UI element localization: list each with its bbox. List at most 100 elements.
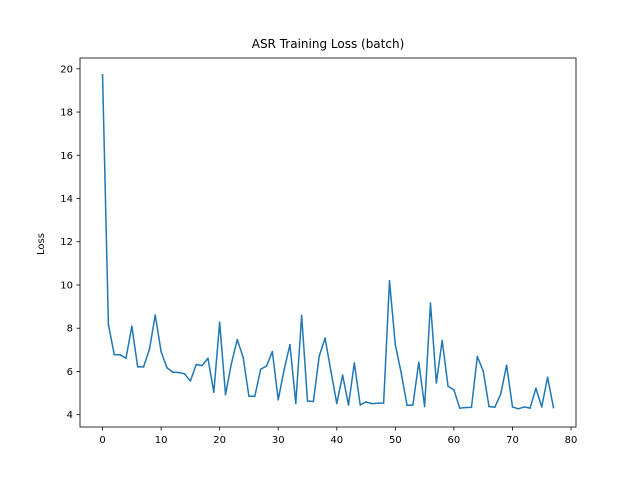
y-tick-label: 20 xyxy=(60,64,73,75)
loss-data-point xyxy=(482,370,484,372)
x-tick-label: 40 xyxy=(330,435,343,446)
loss-data-point xyxy=(218,321,221,324)
loss-data-point xyxy=(101,74,104,76)
y-tick-label: 14 xyxy=(60,194,73,205)
x-axis-ticks: 0 10 20 30 40 50 60 70 80 xyxy=(99,427,577,446)
loss-data-point xyxy=(289,343,291,346)
loss-data-point xyxy=(242,356,244,358)
loss-data-point xyxy=(400,372,403,374)
loss-data-point xyxy=(259,368,262,371)
loss-data-point xyxy=(207,357,209,360)
loss-data-point xyxy=(523,406,525,408)
x-tick-label: 20 xyxy=(213,435,226,446)
loss-data-point xyxy=(283,369,285,371)
loss-data-point xyxy=(406,404,408,407)
loss-data-point xyxy=(546,376,549,379)
loss-data-point xyxy=(435,382,438,384)
loss-data-point xyxy=(230,362,233,365)
loss-data-point xyxy=(447,385,449,388)
loss-data-point xyxy=(335,402,338,405)
y-tick-label: 4 xyxy=(67,410,73,421)
loss-data-point xyxy=(330,370,332,373)
x-tick-label: 10 xyxy=(155,435,168,446)
plot-series xyxy=(101,74,555,410)
loss-data-point xyxy=(376,402,379,405)
x-tick-label: 0 xyxy=(99,435,105,446)
loss-data-point xyxy=(154,314,157,316)
loss-data-point xyxy=(464,406,467,409)
loss-data-point xyxy=(494,406,496,408)
loss-data-point xyxy=(125,357,127,360)
loss-data-point xyxy=(359,404,362,406)
loss-data-point xyxy=(300,314,303,317)
loss-data-point xyxy=(412,404,414,406)
loss-data-point xyxy=(347,404,350,406)
y-tick-label: 10 xyxy=(60,280,73,291)
loss-data-point xyxy=(353,362,356,364)
loss-data-point xyxy=(423,405,426,408)
loss-data-point xyxy=(113,353,116,356)
loss-data-point xyxy=(131,325,133,328)
loss-data-point xyxy=(248,395,250,398)
y-axis-ticks: 4 6 8 10 12 14 16 18 20 xyxy=(60,64,80,421)
loss-data-point xyxy=(388,280,391,282)
y-tick-label: 16 xyxy=(60,151,73,162)
loss-data-point xyxy=(172,371,174,373)
loss-data-point xyxy=(236,338,239,341)
loss-data-point xyxy=(254,395,256,398)
loss-data-point xyxy=(148,348,151,351)
loss-data-point xyxy=(195,363,198,366)
y-tick-label: 6 xyxy=(67,367,73,378)
loss-data-point xyxy=(160,350,162,353)
loss-data-point xyxy=(511,406,514,408)
loss-data-point xyxy=(306,400,309,402)
loss-data-point xyxy=(371,402,373,405)
loss-data-point xyxy=(517,408,520,410)
loss-data-point xyxy=(189,380,192,382)
x-tick-label: 30 xyxy=(272,435,285,446)
x-tick-label: 80 xyxy=(565,435,578,446)
loss-data-point xyxy=(183,373,186,375)
y-axis-label: Loss xyxy=(36,233,47,255)
loss-data-point xyxy=(470,406,473,409)
loss-data-point xyxy=(365,401,367,403)
loss-data-point xyxy=(382,402,385,404)
loss-data-point xyxy=(294,402,297,405)
loss-data-point xyxy=(136,366,139,368)
loss-data-point xyxy=(224,393,227,396)
loss-data-point xyxy=(142,366,145,368)
loss-data-point xyxy=(177,371,180,374)
y-tick-label: 18 xyxy=(60,108,73,119)
loss-data-point xyxy=(453,389,455,391)
loss-data-point xyxy=(429,302,432,304)
loss-data-point xyxy=(476,355,479,358)
loss-data-point xyxy=(166,366,168,369)
x-tick-label: 50 xyxy=(389,435,402,446)
plot-frame xyxy=(79,57,577,428)
loss-data-point xyxy=(499,393,502,395)
x-tick-label: 60 xyxy=(448,435,461,446)
loss-data-point xyxy=(277,398,280,401)
loss-data-point xyxy=(535,387,537,390)
chart-title: ASR Training Loss (batch) xyxy=(252,37,405,51)
loss-series-line xyxy=(101,74,555,410)
loss-data-point xyxy=(458,407,461,409)
loss-data-point xyxy=(119,354,121,356)
loss-data-point xyxy=(488,405,490,408)
y-tick-label: 12 xyxy=(60,237,73,248)
loss-data-point xyxy=(552,406,555,409)
loss-data-point xyxy=(265,365,268,367)
loss-data-point xyxy=(417,361,420,364)
loss-data-point xyxy=(318,355,321,357)
loss-data-point xyxy=(341,374,344,376)
x-tick-label: 70 xyxy=(506,435,519,446)
loss-data-point xyxy=(529,407,531,409)
loss-data-point xyxy=(213,391,215,394)
loss-data-point xyxy=(107,323,110,326)
y-tick-label: 8 xyxy=(67,324,73,335)
loss-data-point xyxy=(324,337,326,339)
loss-data-point xyxy=(312,400,315,403)
loss-data-point xyxy=(540,406,543,408)
